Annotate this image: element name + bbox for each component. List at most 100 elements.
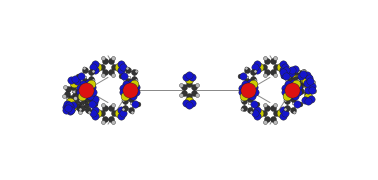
Point	[288, 89, 294, 91]
Point	[67, 101, 73, 104]
Point	[186, 99, 192, 102]
Point	[128, 108, 134, 111]
Point	[306, 86, 312, 88]
Point	[62, 85, 68, 88]
Point	[131, 71, 137, 74]
Point	[86, 95, 92, 98]
Point	[244, 69, 250, 72]
Point	[293, 77, 299, 80]
Point	[252, 79, 258, 82]
Point	[181, 92, 187, 95]
Point	[178, 84, 184, 87]
Point	[84, 92, 90, 95]
Point	[293, 82, 299, 85]
Point	[282, 98, 288, 101]
Point	[306, 76, 312, 79]
Point	[102, 71, 108, 73]
Point	[186, 103, 192, 106]
Point	[191, 86, 197, 88]
Point	[284, 100, 290, 103]
Point	[251, 85, 257, 88]
Point	[264, 117, 270, 120]
Point	[277, 112, 284, 115]
Point	[118, 115, 124, 118]
Point	[256, 112, 262, 115]
Point	[298, 90, 304, 93]
Point	[250, 77, 256, 80]
Point	[100, 57, 106, 60]
Point	[280, 109, 286, 112]
Point	[251, 103, 257, 106]
Point	[90, 91, 96, 94]
Point	[283, 68, 289, 71]
Point	[245, 89, 251, 91]
Point	[120, 86, 126, 89]
Point	[284, 72, 290, 75]
Point	[290, 98, 296, 101]
Point	[77, 95, 83, 98]
Point	[300, 72, 306, 75]
Point	[261, 65, 267, 68]
Point	[254, 103, 260, 106]
Point	[272, 73, 278, 76]
Point	[194, 84, 200, 87]
Point	[100, 73, 106, 76]
Point	[89, 85, 95, 88]
Point	[304, 77, 310, 80]
Point	[72, 77, 78, 80]
Point	[90, 65, 96, 68]
Point	[75, 74, 81, 77]
Point	[118, 74, 124, 77]
Point	[65, 87, 71, 90]
Point	[92, 103, 98, 106]
Point	[122, 95, 128, 98]
Point	[118, 109, 124, 112]
Point	[181, 86, 187, 88]
Point	[79, 100, 85, 103]
Point	[102, 107, 108, 109]
Point	[66, 103, 72, 106]
Point	[264, 71, 270, 73]
Point	[286, 82, 292, 85]
Point	[119, 112, 125, 115]
Point	[68, 97, 74, 100]
Point	[270, 71, 276, 73]
Point	[82, 69, 88, 72]
Point	[272, 120, 278, 123]
Point	[286, 66, 292, 69]
Point	[272, 57, 278, 60]
Point	[120, 98, 126, 101]
Point	[282, 108, 288, 111]
Point	[128, 98, 134, 101]
Point	[74, 98, 80, 101]
Point	[303, 78, 309, 81]
Point	[292, 66, 298, 69]
Point	[285, 83, 291, 86]
Point	[270, 117, 276, 120]
Point	[116, 65, 122, 68]
Point	[286, 95, 292, 98]
Point	[248, 111, 254, 114]
Point	[77, 111, 83, 114]
Point	[61, 94, 67, 97]
Point	[71, 96, 77, 99]
Point	[120, 91, 126, 94]
Point	[130, 94, 136, 97]
Point	[290, 108, 296, 111]
Point	[288, 73, 294, 76]
Point	[132, 103, 138, 106]
Point	[62, 105, 68, 108]
Point	[282, 65, 288, 68]
Point	[294, 83, 301, 86]
Point	[89, 95, 95, 98]
Point	[77, 108, 83, 111]
Point	[74, 95, 80, 98]
Point	[302, 98, 308, 101]
Point	[91, 101, 97, 103]
Point	[288, 72, 294, 75]
Point	[125, 69, 131, 72]
Point	[78, 74, 84, 77]
Point	[80, 92, 86, 94]
Point	[292, 71, 298, 74]
Point	[127, 89, 133, 91]
